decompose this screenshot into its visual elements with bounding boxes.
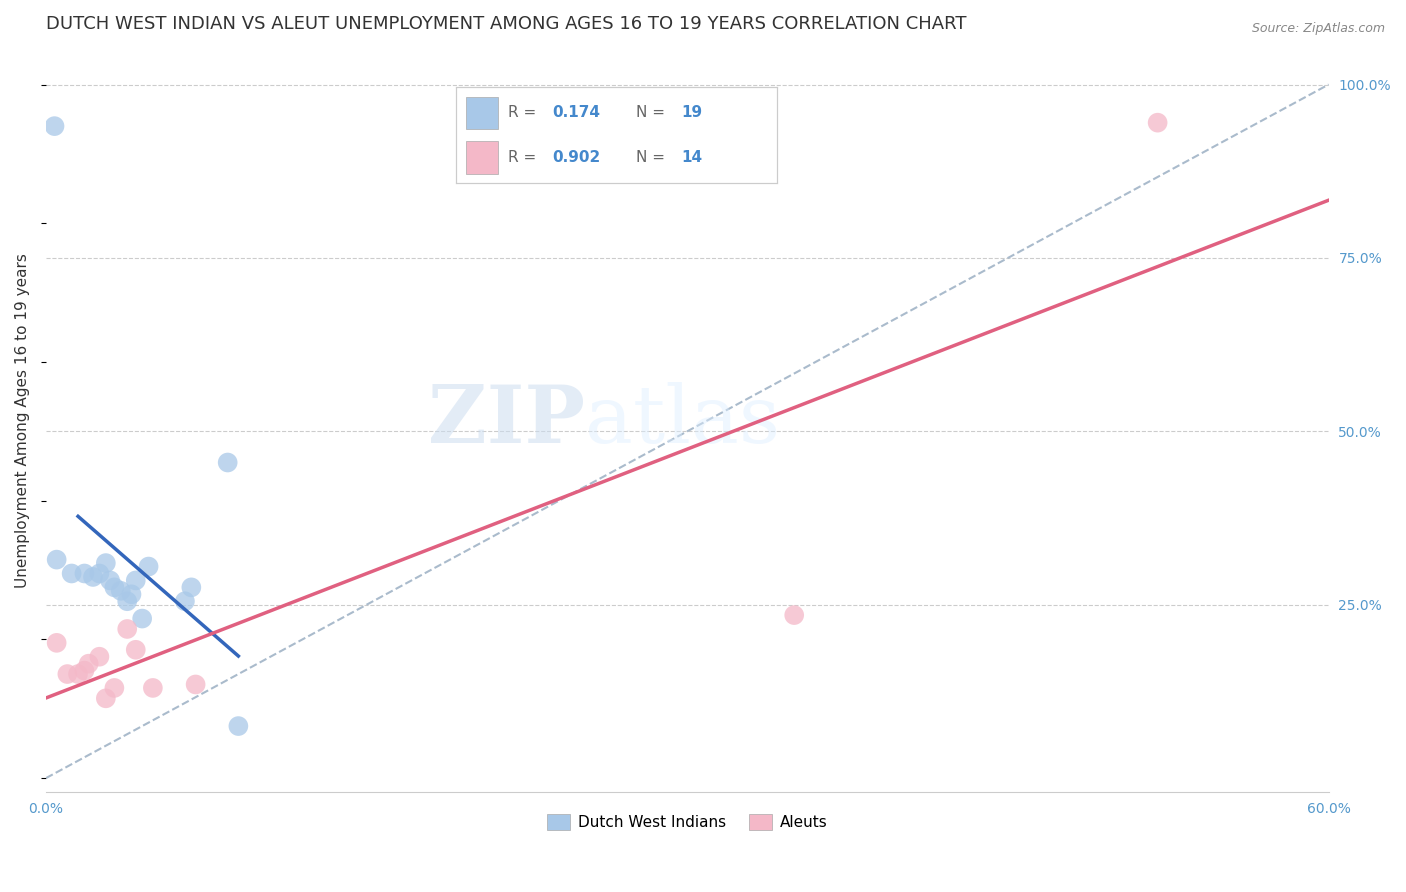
Point bbox=[73, 664, 96, 678]
Point bbox=[45, 552, 67, 566]
Point bbox=[115, 594, 138, 608]
Point bbox=[180, 580, 202, 594]
Point bbox=[783, 608, 806, 623]
Point bbox=[56, 667, 79, 681]
Point bbox=[138, 559, 160, 574]
Point bbox=[121, 587, 143, 601]
Point bbox=[44, 119, 66, 133]
Point bbox=[98, 574, 121, 588]
Point bbox=[45, 636, 67, 650]
Text: Source: ZipAtlas.com: Source: ZipAtlas.com bbox=[1251, 22, 1385, 36]
Point bbox=[89, 566, 111, 581]
Point bbox=[125, 574, 148, 588]
Point bbox=[77, 657, 100, 671]
Point bbox=[1146, 116, 1168, 130]
Point bbox=[82, 570, 104, 584]
Point bbox=[174, 594, 197, 608]
Text: DUTCH WEST INDIAN VS ALEUT UNEMPLOYMENT AMONG AGES 16 TO 19 YEARS CORRELATION CH: DUTCH WEST INDIAN VS ALEUT UNEMPLOYMENT … bbox=[46, 15, 966, 33]
Point bbox=[217, 456, 239, 470]
Point bbox=[103, 681, 125, 695]
Point bbox=[89, 649, 111, 664]
Point bbox=[228, 719, 250, 733]
Text: ZIP: ZIP bbox=[427, 382, 585, 460]
Legend: Dutch West Indians, Aleuts: Dutch West Indians, Aleuts bbox=[541, 808, 834, 837]
Text: atlas: atlas bbox=[585, 382, 780, 460]
Point bbox=[60, 566, 83, 581]
Point bbox=[94, 556, 117, 570]
Point bbox=[115, 622, 138, 636]
Point bbox=[131, 611, 153, 625]
Point bbox=[110, 583, 132, 598]
Point bbox=[184, 677, 207, 691]
Point bbox=[125, 642, 148, 657]
Point bbox=[142, 681, 165, 695]
Y-axis label: Unemployment Among Ages 16 to 19 years: Unemployment Among Ages 16 to 19 years bbox=[15, 253, 30, 589]
Point bbox=[73, 566, 96, 581]
Point bbox=[103, 580, 125, 594]
Point bbox=[94, 691, 117, 706]
Point bbox=[67, 667, 90, 681]
